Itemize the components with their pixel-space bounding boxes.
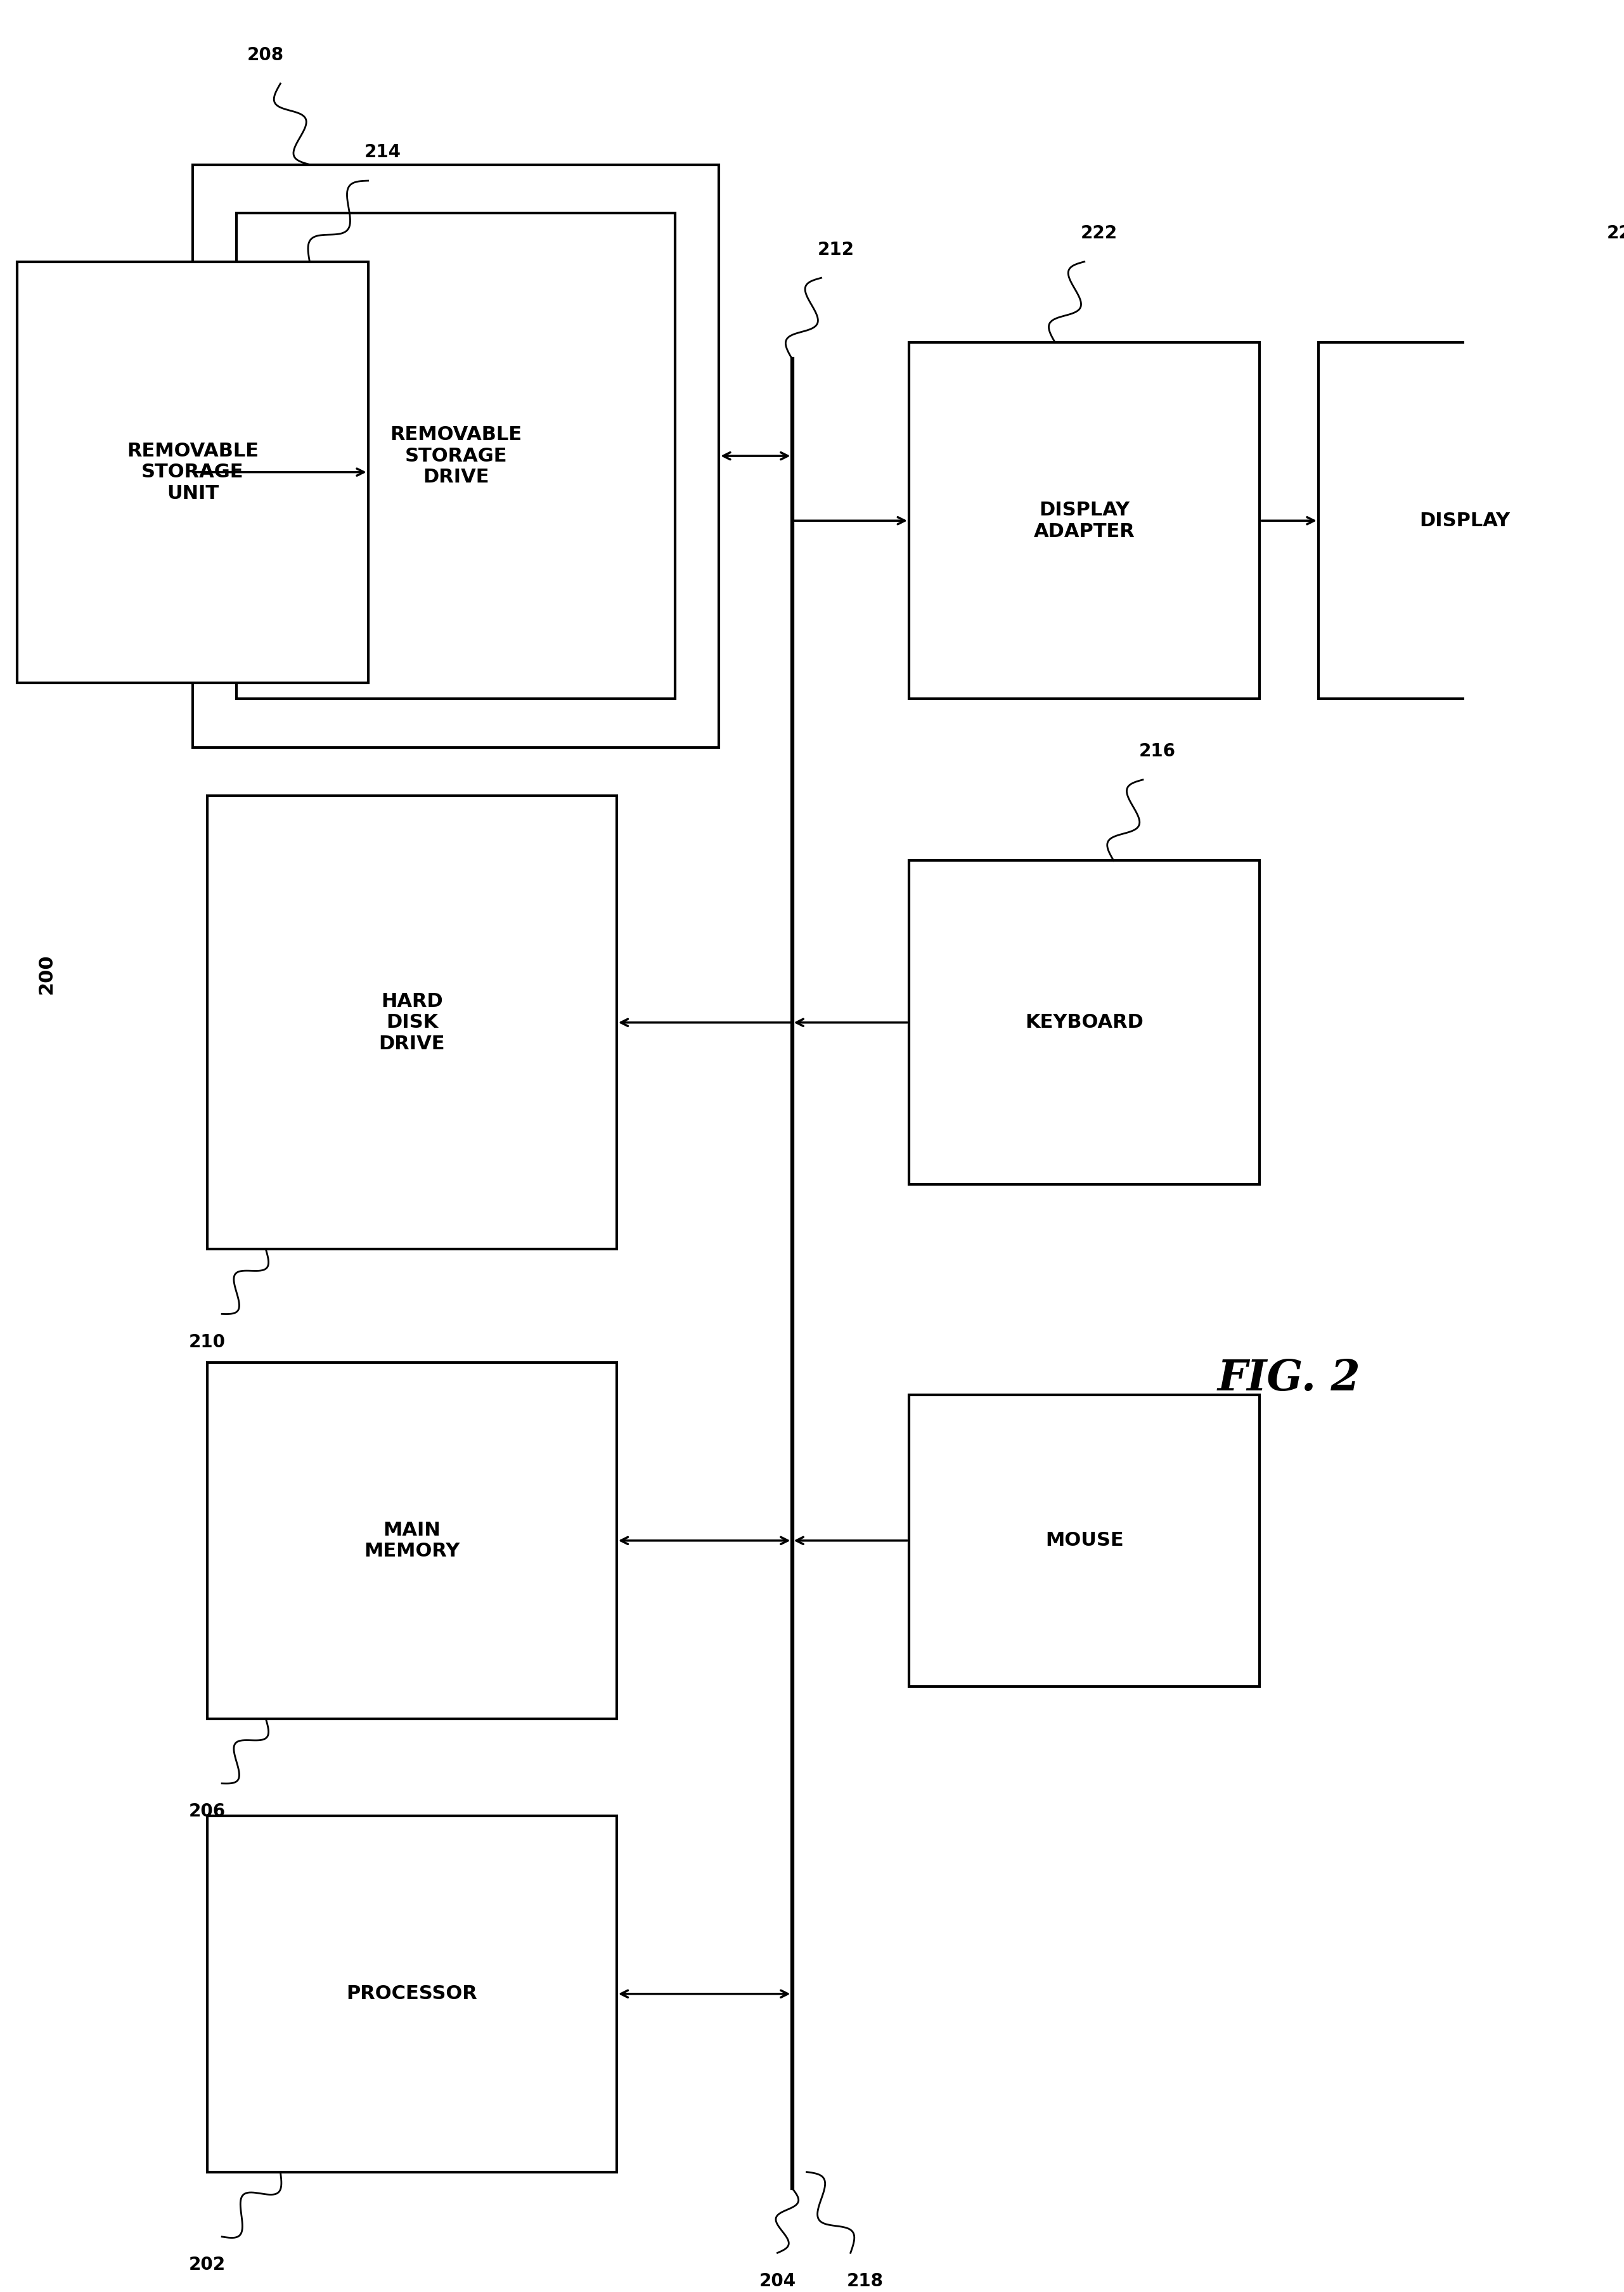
Text: PROCESSOR: PROCESSOR xyxy=(346,1985,477,2003)
Bar xyxy=(1319,342,1611,699)
Bar xyxy=(18,261,369,683)
Text: 222: 222 xyxy=(1080,225,1117,243)
Text: 212: 212 xyxy=(817,241,854,259)
Text: DISPLAY
ADAPTER: DISPLAY ADAPTER xyxy=(1034,502,1135,541)
Bar xyxy=(909,1396,1260,1687)
Text: REMOVABLE
STORAGE
DRIVE: REMOVABLE STORAGE DRIVE xyxy=(390,426,521,486)
Bar xyxy=(208,795,617,1249)
Bar xyxy=(237,213,676,699)
Text: 200: 200 xyxy=(37,953,55,995)
Text: MOUSE: MOUSE xyxy=(1046,1531,1124,1549)
Text: 208: 208 xyxy=(247,46,284,64)
Text: 202: 202 xyxy=(188,2255,226,2274)
Text: 210: 210 xyxy=(188,1334,226,1350)
Bar xyxy=(909,342,1260,699)
Text: FIG. 2: FIG. 2 xyxy=(1218,1359,1361,1400)
Text: 220: 220 xyxy=(1606,225,1624,243)
Text: DISPLAY: DISPLAY xyxy=(1419,511,1510,529)
Text: HARD
DISK
DRIVE: HARD DISK DRIVE xyxy=(378,992,445,1052)
Text: 218: 218 xyxy=(846,2271,883,2290)
Bar xyxy=(208,1815,617,2173)
Bar xyxy=(909,862,1260,1185)
Text: REMOVABLE
STORAGE
UNIT: REMOVABLE STORAGE UNIT xyxy=(127,442,258,502)
Text: 214: 214 xyxy=(364,144,401,160)
Text: 206: 206 xyxy=(188,1804,226,1820)
Text: 216: 216 xyxy=(1138,743,1176,761)
Bar xyxy=(208,1361,617,1719)
Text: KEYBOARD: KEYBOARD xyxy=(1025,1013,1143,1031)
Text: 204: 204 xyxy=(758,2271,796,2290)
Text: MAIN
MEMORY: MAIN MEMORY xyxy=(364,1520,460,1561)
Bar xyxy=(193,165,719,747)
